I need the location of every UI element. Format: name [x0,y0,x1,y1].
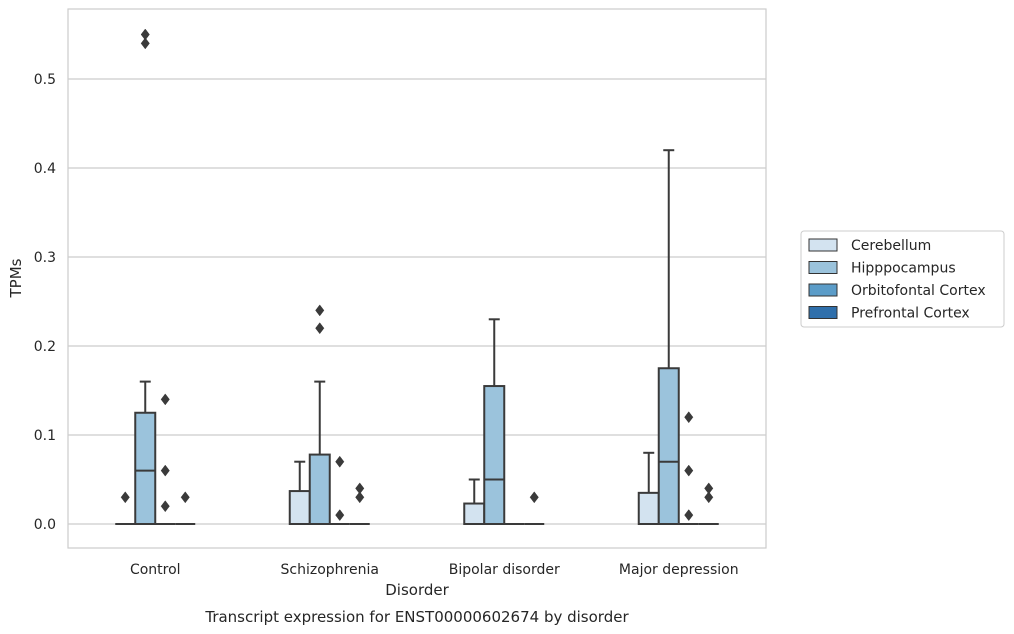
outlier-point [355,491,365,504]
box-group [134,28,157,525]
box-group [155,393,176,525]
outlier-point [160,500,170,513]
outlier-point [335,509,345,522]
outlier-point [704,482,714,495]
box-group [698,482,719,525]
x-tick-label: Schizophrenia [281,562,379,578]
legend-swatch [808,261,838,274]
box [483,385,506,525]
x-tick-label: Major depression [619,562,739,578]
box-group [349,482,370,525]
legend-swatch [808,306,838,319]
box-group [637,451,660,526]
outlier-point [315,304,325,317]
box-group [175,491,196,525]
legend-label: Cerebellum [851,238,931,254]
legend-frame [800,230,1005,328]
y-axis-ticks: 0.0 0.1 0.2 0.3 0.4 0.5 [34,72,56,533]
box [308,453,331,525]
box-group [463,478,486,525]
box [637,491,660,526]
box-group [115,491,136,525]
box-group [288,460,311,526]
outlier-point [160,464,170,477]
outlier-point [355,482,365,495]
outlier-point [684,509,694,522]
boxes [115,28,719,526]
x-axis-title: Disorder [385,581,449,599]
chart-caption: Transcript expression for ENST0000060267… [204,608,629,626]
legend-label: Hipppocampus [851,261,956,277]
outlier-point [335,455,345,468]
y-axis-title: TPMs [7,258,25,298]
box [288,490,311,526]
y-tick-label: 0.2 [34,339,56,355]
outlier-point [120,491,130,504]
outlier-point [160,393,170,406]
box-group [483,318,506,525]
box-group [329,455,350,525]
box-group [657,149,680,525]
y-tick-label: 0.5 [34,72,56,88]
legend-label: Prefrontal Cortex [851,306,970,322]
outlier-point [529,491,539,504]
outlier-point [684,411,694,424]
box [463,502,486,525]
box [657,367,680,525]
box-group [678,411,699,525]
y-tick-label: 0.1 [34,428,56,444]
outlier-point [140,28,150,41]
y-tick-label: 0.0 [34,517,56,533]
x-axis-ticks: Control Schizophrenia Bipolar disorder Majo… [130,562,739,578]
box [134,411,157,525]
outlier-point [315,322,325,335]
y-tick-label: 0.3 [34,250,56,266]
outlier-point [140,37,150,50]
x-tick-label: Control [130,562,181,578]
box-group [524,491,545,525]
box-group [308,304,331,525]
legend: Cerebellum Hipppocampus Orbitofontal Corte… [800,230,1005,328]
outlier-point [704,491,714,504]
x-tick-label: Bipolar disorder [449,562,560,578]
plot-area-frame [67,8,767,549]
y-tick-label: 0.4 [34,161,56,177]
legend-swatch [808,283,838,297]
outlier-point [180,491,190,504]
legend-swatch [808,238,838,252]
legend-label: Orbitofontal Cortex [851,283,986,299]
outlier-point [684,464,694,477]
